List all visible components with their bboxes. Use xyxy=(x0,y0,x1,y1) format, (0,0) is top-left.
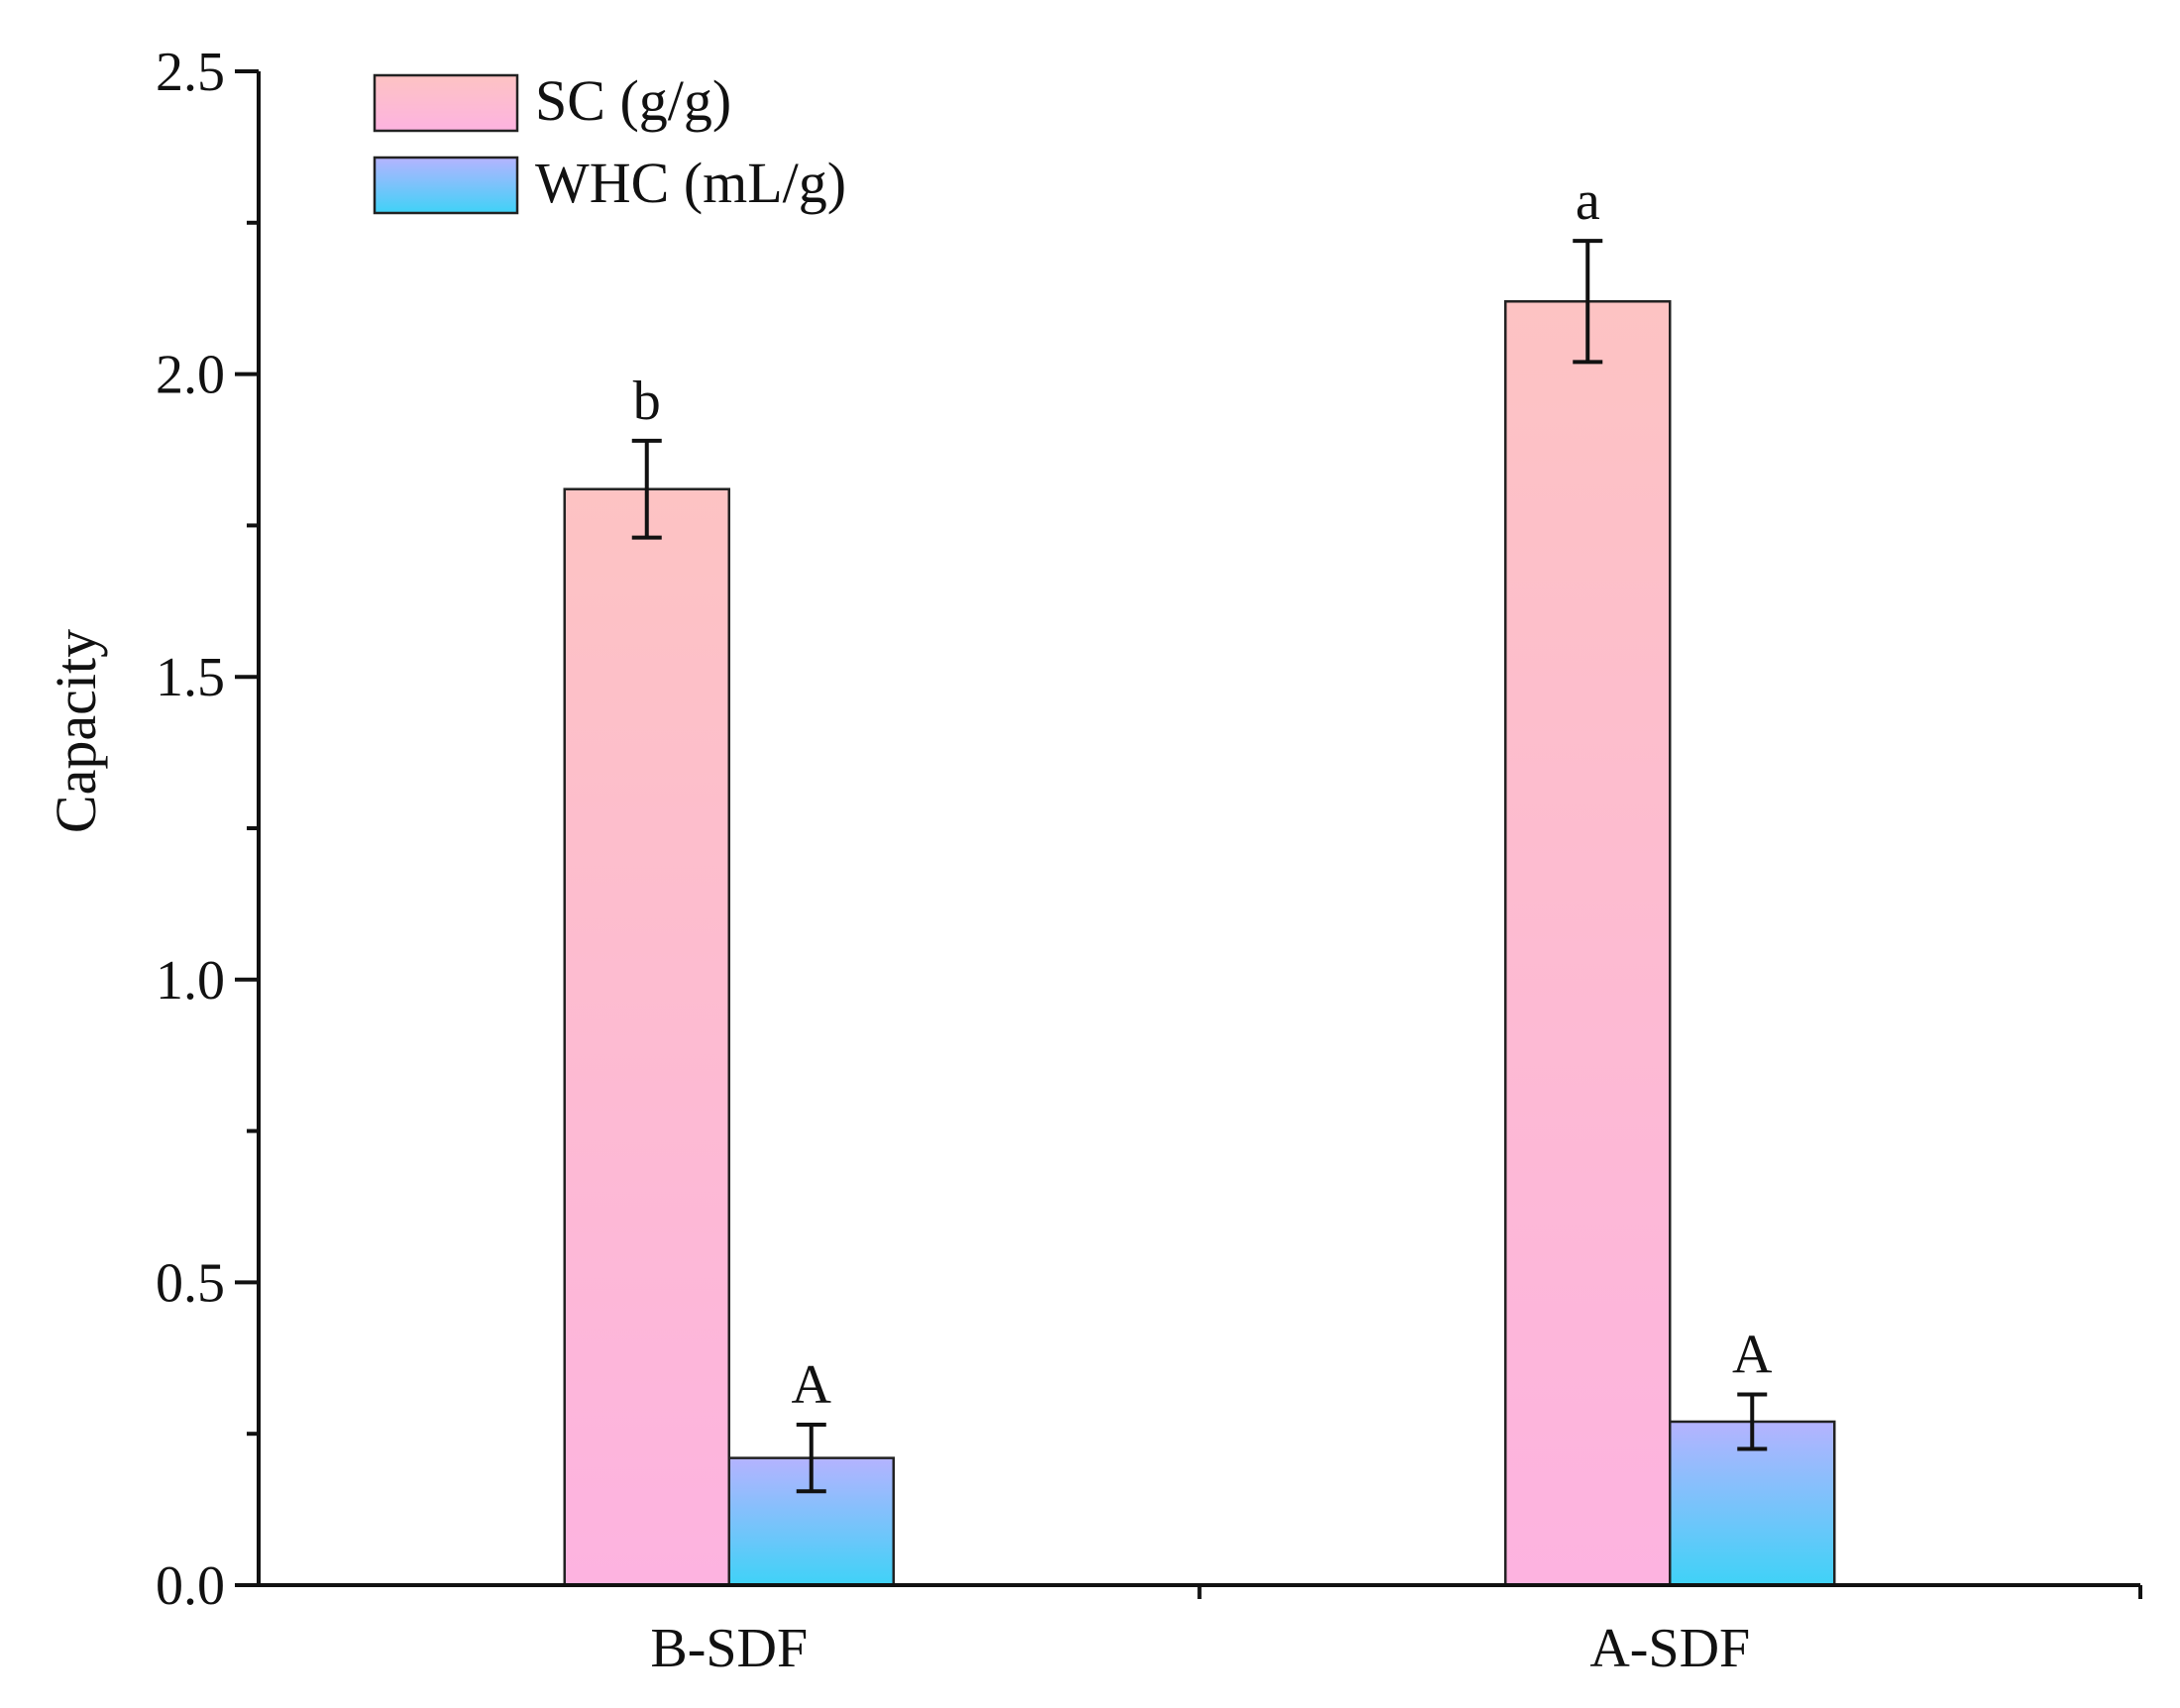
y-axis-label: Capacity xyxy=(44,629,108,833)
bar xyxy=(563,487,730,1587)
plot-area: b Aa A xyxy=(563,170,1836,1587)
bar xyxy=(1504,300,1672,1587)
legend: SC (g/g) WHC (mL/g) xyxy=(373,68,846,215)
y-tick-label: 2.0 xyxy=(156,345,225,406)
legend-label: WHC (mL/g) xyxy=(535,151,846,215)
x-tick-label: A-SDF xyxy=(1589,1618,1750,1679)
significance-letter: a xyxy=(1576,170,1600,232)
legend-swatch xyxy=(373,156,519,215)
significance-letter: A xyxy=(1732,1324,1773,1385)
significance-letter: A xyxy=(792,1354,832,1416)
y-tick-label: 1.0 xyxy=(156,950,225,1012)
significance-letter: b xyxy=(633,371,661,432)
y-tick-label: 2.5 xyxy=(156,42,225,103)
y-tick-label: 0.5 xyxy=(156,1252,225,1314)
axes: Capacity 0.0 0.5 1.0 1.5 2.0 2.5 B-SDF A-SDF xyxy=(44,42,2142,1679)
legend-swatch xyxy=(373,73,519,133)
legend-label: SC (g/g) xyxy=(535,68,731,133)
y-tick-label: 0.0 xyxy=(156,1555,225,1617)
x-tick-label: B-SDF xyxy=(650,1618,808,1679)
y-tick-label: 1.5 xyxy=(156,647,225,708)
